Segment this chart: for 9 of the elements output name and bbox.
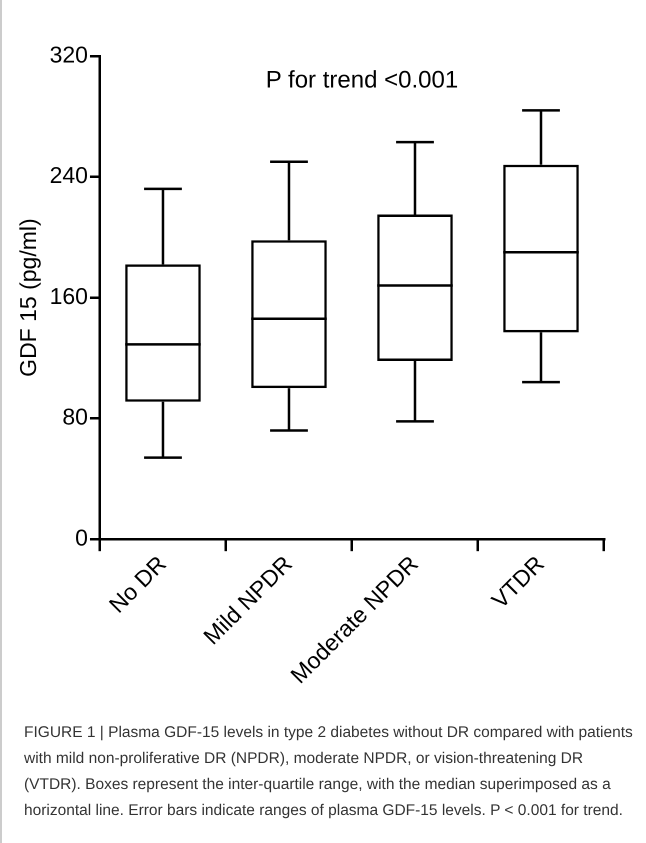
annotation: P for trend <0.001 <box>266 66 458 94</box>
y-tick-label: 240 <box>50 162 88 188</box>
y-tick-label: 0 <box>75 524 88 551</box>
caption: FIGURE 1 | Plasma GDF-15 levels in type 2 diabetes without DR compared with patients with mild non-proliferative DR (NPDR), moderate NPDR, or vision-threatening DR (VTDR). Boxes represent the inter-quartile range, with the median superimposed as a horizontal line. Error bars indicate ranges of plasma GDF-15 levels. P < 0.001 for trend. <box>24 723 634 821</box>
y-tick-label: 160 <box>50 282 88 309</box>
y-axis-title: GDF 15 (pg/ml) <box>15 218 42 377</box>
x-tick-label: No DR <box>104 550 171 618</box>
y-tick-label: 320 <box>50 41 88 68</box>
y-tick-label: 80 <box>62 404 88 430</box>
